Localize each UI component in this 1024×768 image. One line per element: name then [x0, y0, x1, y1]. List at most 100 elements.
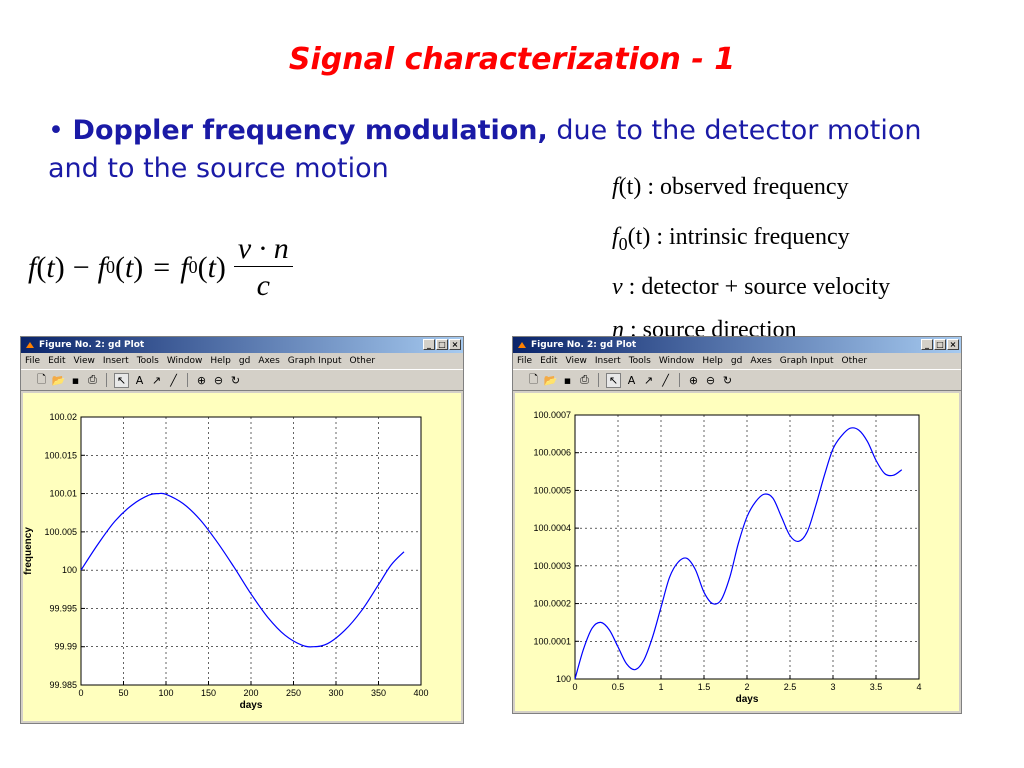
maximize-button[interactable]: □	[934, 339, 946, 350]
save-icon[interactable]: ▪	[563, 373, 572, 387]
pointer-icon[interactable]: ↖	[114, 372, 129, 388]
eq-sub0: 0	[105, 257, 115, 277]
new-icon[interactable]: 🗋	[529, 372, 538, 386]
x-tick-label: 2.5	[784, 682, 797, 692]
y-tick-label: 100	[62, 565, 77, 575]
figure-window-left[interactable]: Figure No. 2: gd Plot _ □ × File Edit Vi…	[20, 336, 464, 724]
menu-view[interactable]: View	[73, 356, 95, 366]
close-button[interactable]: ×	[947, 339, 959, 350]
zoom-out-icon[interactable]: ⊖	[213, 373, 224, 387]
frequency-chart[interactable]: 0 50 100 150 200 250 300 350 400 99.985 99.99 99.99…	[23, 393, 461, 721]
zoom-out-icon[interactable]: ⊖	[705, 373, 716, 387]
minimize-button[interactable]: _	[423, 339, 435, 350]
y-tick-label: 100	[556, 674, 571, 684]
pointer-icon[interactable]: ↖	[606, 372, 621, 388]
arrow-icon[interactable]: ↗	[151, 373, 162, 387]
toolbar: 🗋 📂 ▪ ⎙ ↖ A ↗ ╱ ⊕ ⊖ ↻	[21, 369, 463, 391]
rotate-icon[interactable]: ↻	[722, 373, 733, 387]
x-tick-label: 400	[413, 688, 428, 698]
line-icon[interactable]: ╱	[170, 373, 177, 387]
window-titlebar[interactable]: Figure No. 2: gd Plot _ □ ×	[513, 337, 961, 353]
menu-other[interactable]: Other	[349, 356, 376, 366]
open-icon[interactable]: 📂	[543, 373, 558, 387]
menu-graph-input[interactable]: Graph Input	[779, 356, 834, 366]
eq-numerator: v · n	[237, 232, 289, 265]
definitions-list: f(t) : observed frequency f0(t) : intrin…	[612, 166, 890, 352]
menu-gd[interactable]: gd	[730, 356, 743, 366]
menu-edit[interactable]: Edit	[48, 356, 66, 366]
menu-tools[interactable]: Tools	[628, 356, 651, 366]
x-tick-label: 100	[158, 688, 173, 698]
menu-view[interactable]: View	[565, 356, 587, 366]
x-tick-label: 3.5	[870, 682, 883, 692]
eq-t3: t	[207, 250, 216, 284]
eq-denominator: c	[256, 269, 270, 302]
menu-file[interactable]: File	[517, 356, 533, 366]
y-tick-label: 100.02	[49, 412, 77, 422]
menu-axes[interactable]: Axes	[258, 356, 280, 366]
eq-t2: t	[124, 250, 134, 284]
window-titlebar[interactable]: Figure No. 2: gd Plot _ □ ×	[21, 337, 463, 353]
menu-insert[interactable]: Insert	[594, 356, 621, 366]
bullet-bold: Doppler frequency modulation,	[72, 115, 548, 146]
y-tick-label: 100.0002	[533, 599, 571, 609]
minimize-button[interactable]: _	[921, 339, 933, 350]
x-tick-label: 0.5	[612, 682, 625, 692]
menu-window[interactable]: Window	[658, 356, 695, 366]
plot-area[interactable]: 0 0.5 1 1.5 2 2.5 3 3.5 4 100 100.0001 100.0002 100.…	[515, 393, 959, 711]
rotate-icon[interactable]: ↻	[230, 373, 241, 387]
y-tick-label: 99.985	[49, 680, 77, 690]
eq-sub0b: 0	[188, 257, 198, 277]
y-tick-label: 99.995	[49, 603, 77, 613]
eq-f0: f	[97, 250, 106, 284]
new-icon[interactable]: 🗋	[37, 372, 46, 386]
print-icon[interactable]: ⎙	[580, 373, 589, 386]
zoom-in-icon[interactable]: ⊕	[196, 373, 207, 387]
text-icon[interactable]: A	[627, 373, 636, 387]
toolbar: 🗋 📂 ▪ ⎙ ↖ A ↗ ╱ ⊕ ⊖ ↻	[513, 369, 961, 391]
menu-help[interactable]: Help	[210, 356, 231, 366]
y-tick-label: 100.005	[44, 527, 77, 537]
maximize-button[interactable]: □	[436, 339, 448, 350]
menu-axes[interactable]: Axes	[750, 356, 772, 366]
print-icon[interactable]: ⎙	[88, 373, 97, 386]
menu-gd[interactable]: gd	[238, 356, 251, 366]
eq-fraction: v · n c	[233, 232, 293, 303]
series-line	[574, 427, 903, 680]
x-tick-label: 200	[243, 688, 258, 698]
x-tick-label: 1	[658, 682, 663, 692]
zoom-in-icon[interactable]: ⊕	[688, 373, 699, 387]
open-icon[interactable]: 📂	[51, 373, 66, 387]
line-icon[interactable]: ╱	[662, 373, 669, 387]
menu-help[interactable]: Help	[702, 356, 723, 366]
x-axis-label: days	[736, 694, 759, 705]
y-tick-label: 100.0005	[533, 485, 571, 495]
menu-bar: File Edit View Insert Tools Window Help …	[21, 353, 463, 369]
eq-t1: t	[46, 250, 55, 284]
menu-insert[interactable]: Insert	[102, 356, 129, 366]
x-tick-label: 0	[572, 682, 577, 692]
eq-equals: =	[153, 250, 171, 284]
x-tick-label: 150	[201, 688, 216, 698]
x-tick-label: 1.5	[698, 682, 711, 692]
y-tick-label: 99.99	[54, 642, 77, 652]
definition-observed: f(t) : observed frequency	[612, 174, 849, 200]
y-tick-label: 100.01	[49, 489, 77, 499]
menu-window[interactable]: Window	[166, 356, 203, 366]
menu-other[interactable]: Other	[841, 356, 868, 366]
menu-tools[interactable]: Tools	[136, 356, 159, 366]
close-button[interactable]: ×	[449, 339, 461, 350]
figure-window-right[interactable]: Figure No. 2: gd Plot _ □ × File Edit Vi…	[512, 336, 962, 714]
plot-area[interactable]: 0 50 100 150 200 250 300 350 400 99.985 99.99 99.99…	[23, 393, 461, 721]
arrow-icon[interactable]: ↗	[643, 373, 654, 387]
menu-graph-input[interactable]: Graph Input	[287, 356, 342, 366]
y-tick-label: 100.0006	[533, 448, 571, 458]
menu-file[interactable]: File	[25, 356, 41, 366]
frequency-chart[interactable]: 0 0.5 1 1.5 2 2.5 3 3.5 4 100 100.0001 100.0002 100.…	[515, 393, 959, 711]
text-icon[interactable]: A	[135, 373, 144, 387]
x-tick-label: 2	[744, 682, 749, 692]
y-tick-label: 100.015	[44, 450, 77, 460]
menu-edit[interactable]: Edit	[540, 356, 558, 366]
save-icon[interactable]: ▪	[71, 373, 80, 387]
y-tick-label: 100.0007	[533, 410, 571, 420]
